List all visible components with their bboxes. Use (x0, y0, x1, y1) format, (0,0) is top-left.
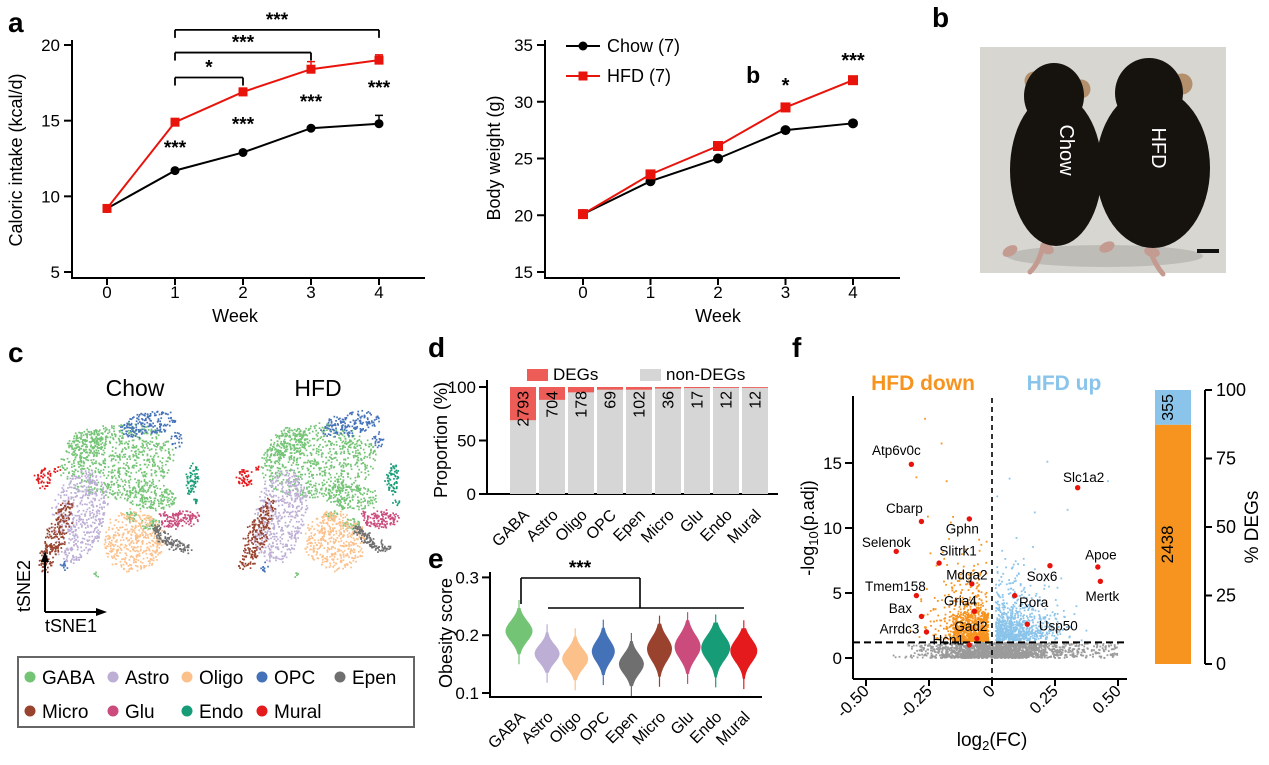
svg-text:0: 0 (102, 283, 111, 302)
svg-text:35: 35 (514, 36, 533, 55)
svg-text:Chow: Chow (106, 375, 165, 401)
mouse-photo: Chow HFD (980, 47, 1226, 277)
svg-text:3: 3 (306, 283, 315, 302)
svg-text:20: 20 (514, 206, 533, 225)
svg-text:***: *** (164, 138, 187, 159)
svg-text:20: 20 (41, 36, 60, 55)
svg-text:10: 10 (41, 187, 60, 206)
svg-text:HFD: HFD (1147, 127, 1169, 168)
svg-text:HFD: HFD (294, 375, 341, 401)
svg-text:5: 5 (51, 263, 60, 282)
panel-label-a: a (8, 7, 24, 38)
panel-label-b: b (932, 2, 949, 33)
svg-text:15: 15 (41, 112, 60, 131)
svg-text:2: 2 (238, 283, 247, 302)
svg-text:3: 3 (781, 283, 790, 302)
svg-text:Week: Week (695, 306, 742, 326)
svg-text:***: *** (300, 92, 323, 113)
svg-text:***: *** (368, 78, 391, 99)
svg-text:Caloric intake (kcal/d): Caloric intake (kcal/d) (6, 73, 26, 246)
svg-text:1: 1 (646, 283, 655, 302)
svg-text:1: 1 (170, 283, 179, 302)
svg-text:2: 2 (713, 283, 722, 302)
panel-label-e: e (428, 543, 444, 574)
body-weight-chart: 35 30 25 20 15 0 1 2 3 4 Week Body weight (g) Chow (… (484, 36, 900, 326)
svg-text:Week: Week (212, 306, 259, 326)
svg-text:Body weight (g): Body weight (g) (484, 95, 504, 220)
panel-label-c: c (8, 337, 24, 368)
svg-text:HFD (7): HFD (7) (607, 66, 671, 86)
svg-text:4: 4 (374, 283, 383, 302)
svg-text:Chow: Chow (1055, 124, 1077, 176)
svg-text:*: * (205, 58, 213, 79)
svg-text:***: *** (266, 10, 289, 31)
svg-text:4: 4 (848, 283, 857, 302)
svg-text:***: *** (841, 50, 865, 72)
svg-text:25: 25 (514, 150, 533, 169)
svg-text:Chow (7): Chow (7) (607, 36, 680, 56)
svg-text:***: *** (232, 33, 255, 54)
svg-text:15: 15 (514, 263, 533, 282)
panel-label-d: d (428, 332, 445, 363)
panel-label-f: f (792, 332, 802, 363)
svg-text:0: 0 (578, 283, 587, 302)
svg-text:***: *** (232, 114, 255, 135)
svg-text:30: 30 (514, 93, 533, 112)
caloric-intake-chart: 20 15 10 5 0 1 2 3 4 Week Caloric intake (kcal/d) *… (6, 10, 425, 326)
svg-text:b: b (746, 62, 760, 88)
svg-text:*: * (782, 75, 790, 97)
